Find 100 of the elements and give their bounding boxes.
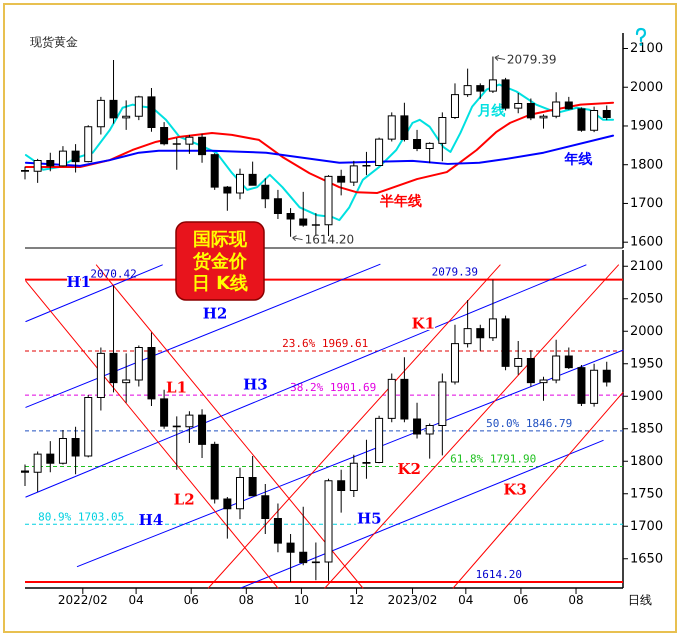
candlestick	[210, 152, 219, 190]
candlestick	[134, 95, 143, 121]
y-tick-label: 1750	[630, 486, 664, 502]
candlestick	[110, 59, 118, 124]
chart-title: 国际现货金价日 K线	[192, 229, 248, 294]
candlestick	[464, 300, 472, 348]
candlestick	[58, 146, 67, 168]
candlestick	[577, 364, 586, 406]
candlestick	[312, 212, 320, 236]
line-series	[24, 84, 614, 222]
candlestick	[564, 347, 573, 370]
candlestick	[602, 104, 611, 121]
y-tick-label: 2050	[630, 291, 664, 306]
candlestick	[590, 106, 598, 133]
candlestick	[590, 363, 598, 408]
series-label: H4	[138, 511, 164, 530]
x-tick-label: 2023/02	[388, 593, 438, 607]
x-tick-label: 08	[238, 593, 254, 607]
candlestick	[147, 332, 156, 406]
ref-line-label: 38.2% 1901.69	[290, 381, 376, 394]
candlestick	[577, 106, 586, 132]
candlestick	[388, 373, 396, 423]
candlestick	[324, 174, 333, 236]
candlestick	[514, 92, 522, 114]
y-tick-label: 1650	[630, 551, 664, 566]
candlestick	[274, 503, 282, 553]
ref-line-label: 80.9% 1703.05	[38, 510, 124, 524]
x-tick-label: 06	[184, 593, 199, 607]
candlestick	[476, 82, 484, 100]
candlestick	[426, 142, 434, 164]
candlestick	[299, 506, 308, 566]
y-tick-label: 1900	[630, 388, 664, 404]
candlestick	[58, 430, 67, 465]
candlestick	[438, 373, 446, 456]
candlestick	[514, 340, 522, 376]
candlestick	[350, 454, 358, 498]
candlestick	[160, 122, 168, 146]
candlestick	[236, 168, 244, 200]
series-label: K2	[397, 460, 421, 478]
y-tick-label: 1950	[630, 356, 664, 372]
x-tick-label: 04	[128, 593, 144, 607]
candlestick	[438, 112, 446, 162]
candlestick	[185, 134, 194, 154]
ref-line-label: 1614.20	[476, 568, 522, 582]
ref-line-label: 2079.39	[432, 266, 478, 279]
series-label: K1	[412, 314, 436, 333]
series-label: L1	[166, 378, 188, 397]
candlestick	[160, 389, 168, 430]
candlestick	[96, 347, 105, 412]
candlestick	[248, 456, 257, 496]
y-tick-label: 2100	[630, 41, 664, 56]
x-tick-label: 10	[294, 593, 310, 607]
candlestick	[388, 112, 396, 142]
candlestick	[96, 96, 105, 135]
candlestick	[46, 152, 54, 172]
candlestick	[540, 376, 548, 402]
candlestick	[450, 324, 459, 386]
candlestick	[223, 186, 232, 212]
candlestick	[337, 169, 346, 196]
candlestick	[122, 352, 130, 404]
candlestick	[413, 129, 422, 152]
candlestick	[72, 426, 80, 475]
candlestick	[375, 137, 384, 166]
candlestick	[84, 394, 92, 458]
candlestick	[540, 114, 548, 130]
candlestick	[210, 441, 219, 504]
x-tick-label: 08	[568, 593, 584, 607]
candlestick	[198, 133, 206, 164]
candlestick	[34, 451, 42, 492]
candlestick	[426, 423, 434, 460]
candlestick	[312, 542, 320, 581]
candlestick	[375, 415, 384, 464]
candlestick	[236, 467, 244, 520]
y-tick-label: 1900	[630, 118, 664, 134]
y-tick-label: 2000	[630, 80, 664, 95]
candlestick	[488, 56, 497, 94]
candlestick	[261, 178, 270, 209]
candlestick	[526, 350, 535, 387]
candlestick	[476, 324, 484, 352]
candlestick	[400, 102, 408, 142]
ref-line-label: 23.6% 1969.61	[282, 337, 368, 350]
chart-title: 现货黄金	[30, 35, 78, 49]
candlestick	[274, 189, 282, 220]
candlestick	[34, 158, 42, 184]
candlestick	[502, 315, 510, 371]
line-series	[24, 134, 614, 167]
y-tick-label: 1850	[630, 421, 664, 436]
candlestick	[46, 440, 54, 473]
candlestick	[450, 82, 459, 120]
candlestick	[147, 88, 156, 132]
y-tick-label: 1600	[630, 234, 664, 250]
y-tick-label: 1800	[630, 454, 664, 469]
candlestick	[526, 98, 535, 121]
candlestick	[324, 478, 333, 582]
candlestick	[286, 534, 295, 583]
candlestick	[72, 144, 80, 173]
x-axis-title: 日线	[628, 593, 652, 607]
candlestick	[413, 402, 422, 439]
x-tick-label: 06	[513, 593, 529, 607]
candlestick	[464, 68, 472, 98]
